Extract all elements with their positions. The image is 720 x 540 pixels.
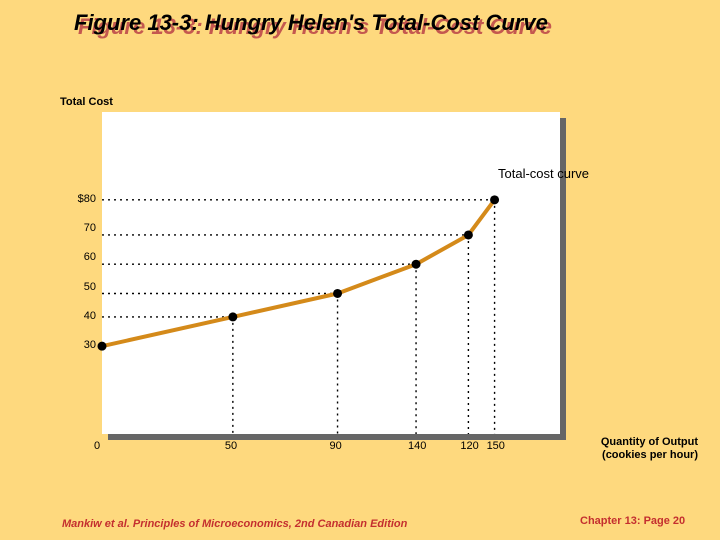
footer-page: Chapter 13: Page 20: [580, 515, 685, 527]
x-tick: 50: [225, 440, 237, 452]
x-tick: 0: [94, 440, 100, 452]
y-tick: 40: [84, 310, 96, 322]
x-tick: 150: [487, 440, 505, 452]
x-tick: 90: [330, 440, 342, 452]
y-tick: 70: [84, 222, 96, 234]
chart-svg: [0, 0, 720, 540]
x-tick: 140: [408, 440, 426, 452]
y-tick: $80: [78, 193, 96, 205]
y-tick: 60: [84, 251, 96, 263]
x-tick: 120: [460, 440, 478, 452]
footer-citation: Mankiw et al. Principles of Microeconomi…: [62, 518, 407, 530]
y-tick: 50: [84, 281, 96, 293]
y-tick: 30: [84, 339, 96, 351]
